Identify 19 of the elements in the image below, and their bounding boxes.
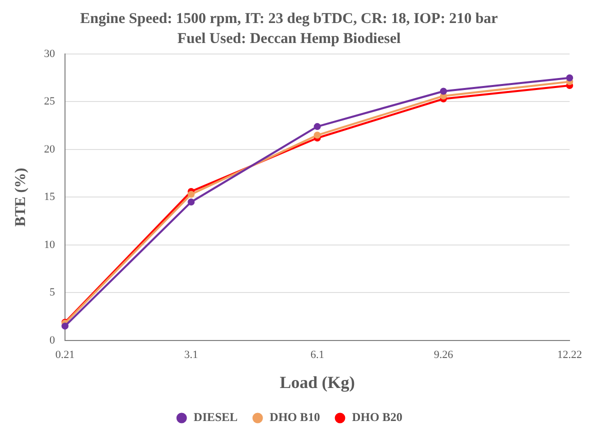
x-tick-label: 9.26 [434, 348, 454, 361]
legend-label: DIESEL [194, 410, 238, 424]
x-tick-label: 12.22 [557, 348, 582, 361]
x-tick-label: 0.21 [55, 348, 75, 361]
x-tick-label: 3.1 [184, 348, 198, 361]
y-tick-label: 20 [44, 143, 56, 156]
y-axis-title: BTE (%) [12, 168, 29, 227]
chart-title: Engine Speed: 1500 rpm, IT: 23 deg bTDC, CR: 18, IOP: 210 bar [80, 10, 498, 27]
x-axis-title: Load (Kg) [280, 373, 355, 392]
y-tick-label: 5 [50, 286, 56, 299]
legend-label: DHO B20 [352, 410, 402, 424]
chart-subtitle: Fuel Used: Deccan Hemp Biodiesel [177, 30, 401, 47]
y-tick-label: 0 [50, 334, 56, 346]
y-tick-label: 15 [44, 191, 56, 204]
y-tick-label: 10 [44, 238, 56, 251]
y-tick-label: 30 [44, 48, 56, 60]
y-tick-label: 25 [44, 96, 56, 108]
x-tick-label: 6.1 [310, 348, 324, 361]
legend-label: DHO B10 [270, 410, 320, 424]
